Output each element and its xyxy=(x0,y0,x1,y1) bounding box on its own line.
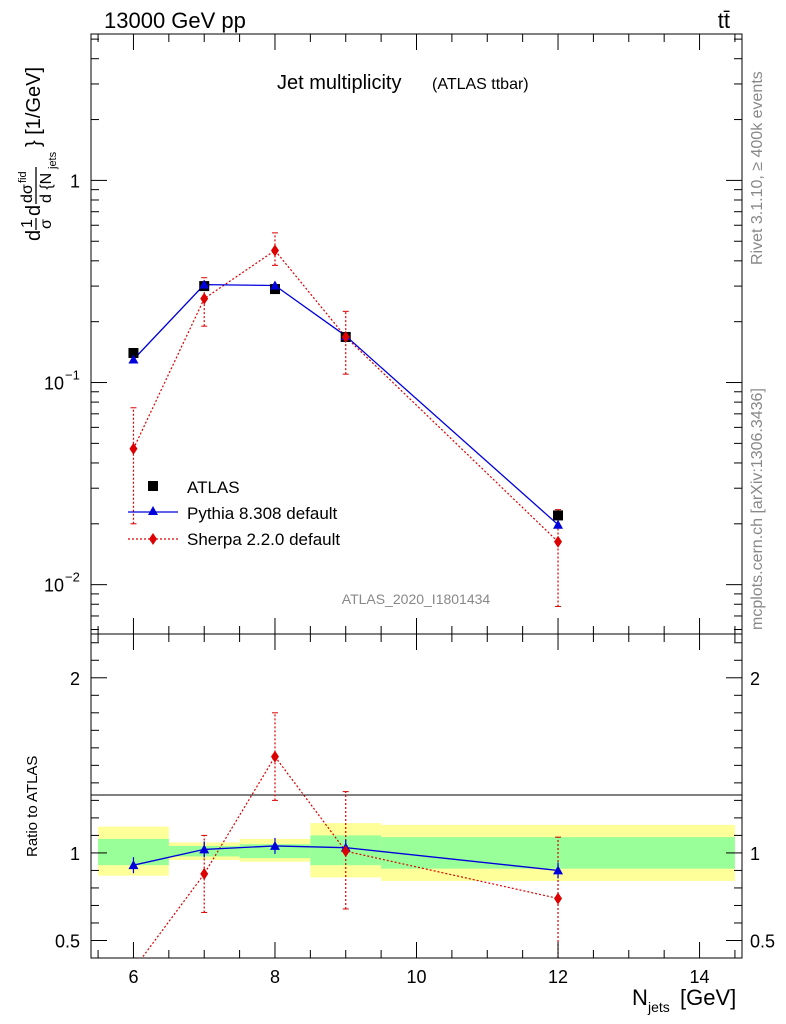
sherpa-point xyxy=(341,330,350,343)
main-plot: 10 −210 −11 Jet multiplicity (ATLAS ttbar)… xyxy=(17,33,743,635)
ratio-y-tick-label-right: 2 xyxy=(750,669,760,689)
ratio-y-tick-label-right: 1 xyxy=(750,844,760,864)
legend-sherpa-marker xyxy=(149,533,157,545)
x-tick-label: 12 xyxy=(548,967,568,987)
svg-text:[GeV]: [GeV] xyxy=(680,985,736,1010)
sherpa-point xyxy=(129,442,138,455)
legend-atlas-label: ATLAS xyxy=(187,478,240,497)
analysis-watermark: ATLAS_2020_I1801434 xyxy=(342,591,491,607)
ratio-pythia-point xyxy=(553,865,564,875)
svg-text:d {N: d {N xyxy=(38,173,55,203)
main-y-tick-exponent: −1 xyxy=(65,368,80,383)
sherpa-point xyxy=(554,535,563,548)
svg-text:dσ: dσ xyxy=(19,184,36,203)
ratio-plot: 0.5 0.51 12 26 8 10 12 14 Ratio to ATLAS N jets… xyxy=(24,633,775,1015)
atlas-point xyxy=(553,510,564,521)
legend-sherpa-label: Sherpa 2.2.0 default xyxy=(187,530,340,549)
pythia-point xyxy=(269,280,280,290)
x-tick-label: 6 xyxy=(128,967,138,987)
energy-label: 13000 GeV pp xyxy=(104,8,246,33)
ratio-y-tick-label-left: 2 xyxy=(70,669,80,689)
ratio-plot-series xyxy=(128,712,564,958)
pythia-point xyxy=(128,354,139,364)
rivet-label: Rivet 3.1.10, ≥ 400k events xyxy=(749,71,766,265)
atlas-point xyxy=(128,347,139,358)
ratio-sherpa-point xyxy=(270,750,279,763)
x-tick-label: 10 xyxy=(406,967,426,987)
ratio-y-tick-label-right: 0.5 xyxy=(750,931,775,951)
legend: ATLAS Pythia 8.308 default Sherpa 2.2.0 … xyxy=(128,478,340,549)
legend-item-atlas: ATLAS xyxy=(148,478,240,497)
ratio-sherpa-point xyxy=(341,845,350,858)
process-label: tt̄ xyxy=(718,8,730,33)
svg-text:σ: σ xyxy=(38,219,55,229)
svg-text:d: d xyxy=(23,230,45,241)
main-y-tick-exponent: −2 xyxy=(65,570,80,585)
ratio-y-axis-label: Ratio to ATLAS xyxy=(24,756,41,857)
main-y-tick-label: 10 xyxy=(44,576,64,596)
chart-subtitle: (ATLAS ttbar) xyxy=(432,76,529,93)
ratio-sherpa-point xyxy=(200,867,209,880)
mcplots-label: mcplots.cern.ch [arXiv:1306.3436] xyxy=(749,388,766,630)
ratio-y-tick-label-left: 0.5 xyxy=(55,931,80,951)
ratio-plot-frame xyxy=(90,633,743,959)
svg-text:fid: fid xyxy=(17,171,29,183)
main-y-axis-label: d 1 σ d dσ fid d {N jets } [1/GeV] xyxy=(17,67,59,241)
legend-pythia-label: Pythia 8.308 default xyxy=(187,504,338,523)
pythia-point xyxy=(199,279,210,289)
x-axis-label: N jets [GeV] xyxy=(632,985,736,1015)
main-plot-ticks: 10 −210 −11 xyxy=(44,34,742,634)
x-tick-label: 14 xyxy=(690,967,710,987)
svg-text:1: 1 xyxy=(19,219,36,228)
legend-atlas-marker xyxy=(148,481,158,491)
ratio-plot-ticks: 0.5 0.51 12 26 8 10 12 14 xyxy=(55,634,775,987)
legend-item-sherpa: Sherpa 2.2.0 default xyxy=(128,530,340,549)
svg-text:N: N xyxy=(632,985,648,1010)
svg-text:} [1/GeV]: } [1/GeV] xyxy=(23,67,45,147)
chart-title: Jet multiplicity xyxy=(277,72,401,94)
svg-text:d: d xyxy=(23,205,45,216)
sherpa-line xyxy=(132,249,559,543)
legend-item-pythia: Pythia 8.308 default xyxy=(128,504,338,523)
svg-text:jets: jets xyxy=(47,151,59,170)
svg-text:jets: jets xyxy=(647,999,670,1015)
ratio-sherpa-point xyxy=(554,892,563,905)
x-tick-label: 8 xyxy=(270,967,280,987)
legend-pythia-marker xyxy=(148,506,158,515)
sherpa-point xyxy=(200,292,209,305)
main-y-tick-label: 1 xyxy=(70,171,80,191)
ratio-pythia-point xyxy=(128,860,139,870)
main-y-tick-label: 10 xyxy=(44,374,64,394)
ratio-pythia-point xyxy=(269,840,280,850)
main-plot-series xyxy=(128,232,564,607)
ratio-pythia-point xyxy=(199,844,210,854)
sherpa-point xyxy=(270,244,279,257)
pythia-point xyxy=(553,519,564,529)
ratio-y-tick-label-left: 1 xyxy=(70,844,80,864)
